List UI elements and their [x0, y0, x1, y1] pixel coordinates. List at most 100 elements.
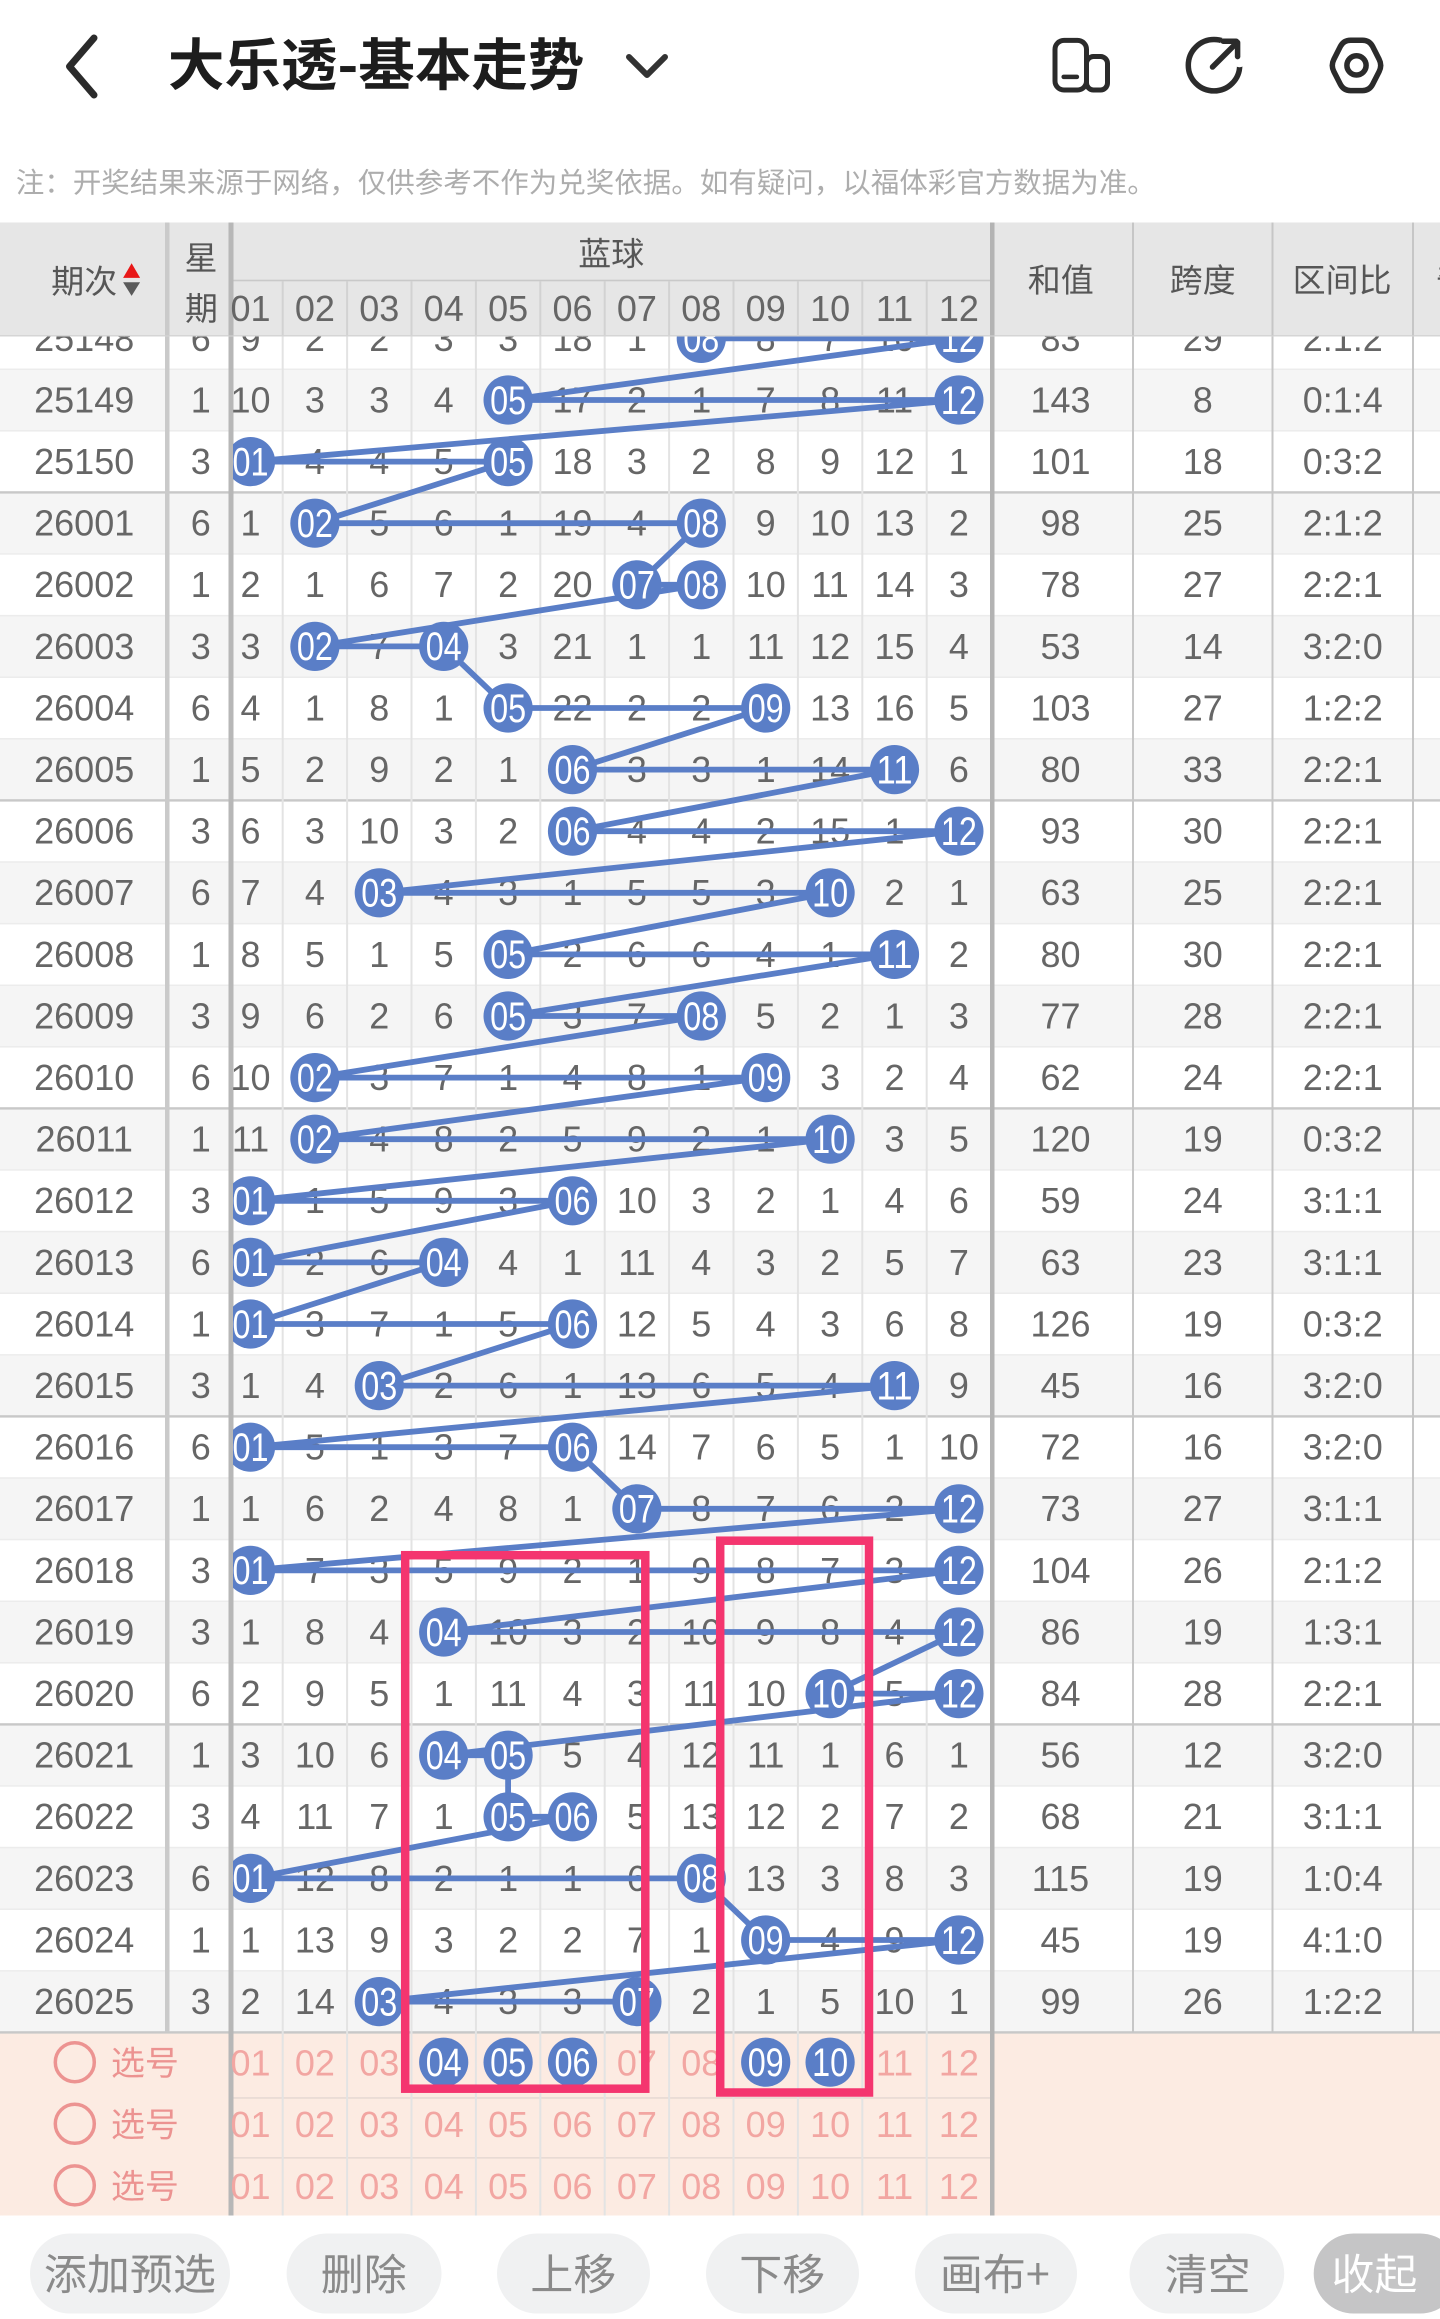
svg-text:120: 120 [1030, 1119, 1090, 1160]
svg-text:26014: 26014 [34, 1303, 134, 1344]
svg-text:26002: 26002 [34, 564, 134, 605]
svg-text:8: 8 [305, 1611, 325, 1652]
svg-text:25150: 25150 [34, 441, 134, 482]
svg-text:73: 73 [1040, 1488, 1080, 1529]
svg-text:3: 3 [949, 995, 969, 1036]
svg-text:3: 3 [820, 1303, 840, 1344]
svg-text:2: 2 [884, 872, 904, 913]
svg-text:9: 9 [820, 441, 840, 482]
svg-text:16: 16 [1183, 1365, 1223, 1406]
svg-text:6: 6 [191, 687, 211, 728]
svg-text:01: 01 [230, 2043, 270, 2084]
svg-text:1:2:2: 1:2:2 [1303, 1981, 1383, 2022]
svg-text:12: 12 [941, 1919, 977, 1963]
svg-text:2: 2 [820, 995, 840, 1036]
svg-text:06: 06 [555, 1796, 591, 1840]
svg-text:126: 126 [1030, 1303, 1090, 1344]
svg-text:03: 03 [361, 1364, 397, 1408]
svg-text:1: 1 [434, 687, 454, 728]
svg-text:143: 143 [1030, 379, 1090, 420]
svg-text:13: 13 [874, 503, 914, 544]
svg-text:04: 04 [426, 1241, 462, 1285]
svg-text:27: 27 [1183, 1488, 1223, 1529]
svg-text:103: 103 [1030, 687, 1090, 728]
svg-text:6: 6 [756, 1427, 776, 1468]
svg-text:2: 2 [691, 441, 711, 482]
svg-text:1:0:4: 1:0:4 [1303, 1858, 1383, 1899]
svg-text:8: 8 [756, 441, 776, 482]
svg-text:12: 12 [941, 1488, 977, 1532]
svg-text:10: 10 [230, 379, 270, 420]
svg-text:10: 10 [812, 872, 848, 916]
svg-text:104: 104 [1030, 1550, 1090, 1591]
svg-text:10: 10 [874, 1981, 914, 2022]
svg-text:5: 5 [820, 1427, 840, 1468]
svg-text:19: 19 [1183, 1919, 1223, 1960]
svg-text:2: 2 [820, 1242, 840, 1283]
svg-text:01: 01 [230, 2104, 270, 2145]
svg-text:03: 03 [361, 872, 397, 916]
svg-text:1:2:2: 1:2:2 [1303, 687, 1383, 728]
svg-text:2: 2 [691, 1981, 711, 2022]
svg-text:1: 1 [240, 503, 260, 544]
svg-text:08: 08 [681, 2043, 721, 2084]
svg-text:3: 3 [191, 1981, 211, 2022]
svg-text:11: 11 [296, 1796, 333, 1837]
svg-text:2: 2 [369, 995, 389, 1036]
svg-text:10: 10 [810, 288, 850, 329]
svg-text:2:2:1: 2:2:1 [1303, 934, 1383, 975]
svg-text:11: 11 [876, 2043, 913, 2084]
svg-text:2: 2 [756, 1180, 776, 1221]
svg-text:4: 4 [498, 1242, 518, 1283]
svg-text:7: 7 [434, 564, 454, 605]
svg-text:01: 01 [233, 1426, 269, 1470]
svg-text:05: 05 [490, 687, 526, 731]
svg-text:16: 16 [874, 687, 914, 728]
svg-text:3: 3 [820, 1057, 840, 1098]
svg-text:13: 13 [810, 687, 850, 728]
svg-text:01: 01 [233, 440, 269, 484]
svg-text:5: 5 [305, 934, 325, 975]
svg-text:33: 33 [1183, 749, 1223, 790]
svg-text:09: 09 [748, 1919, 784, 1963]
svg-text:86: 86 [1040, 1611, 1080, 1652]
svg-text:10: 10 [746, 564, 786, 605]
svg-text:12: 12 [681, 1735, 721, 1776]
svg-text:1: 1 [191, 749, 211, 790]
svg-text:02: 02 [297, 1056, 333, 1100]
svg-text:3: 3 [191, 1365, 211, 1406]
svg-text:0:1:4: 0:1:4 [1303, 379, 1383, 420]
svg-text:03: 03 [359, 288, 399, 329]
svg-text:93: 93 [1040, 811, 1080, 852]
svg-text:4: 4 [434, 379, 454, 420]
svg-text:8: 8 [498, 1488, 518, 1529]
svg-text:11: 11 [876, 2104, 913, 2145]
svg-text:12: 12 [746, 1796, 786, 1837]
svg-text:2:2:1: 2:2:1 [1303, 564, 1383, 605]
svg-text:3: 3 [191, 441, 211, 482]
svg-text:05: 05 [488, 288, 528, 329]
svg-text:2: 2 [240, 1673, 260, 1714]
svg-text:09: 09 [746, 288, 786, 329]
svg-text:7: 7 [949, 1242, 969, 1283]
svg-text:5: 5 [434, 934, 454, 975]
svg-text:2:2:1: 2:2:1 [1303, 749, 1383, 790]
svg-text:2:1:2: 2:1:2 [1303, 1550, 1383, 1591]
svg-text:11: 11 [747, 626, 784, 667]
svg-text:9: 9 [949, 1365, 969, 1406]
svg-text:1: 1 [820, 1180, 840, 1221]
svg-text:09: 09 [746, 2166, 786, 2207]
svg-text:04: 04 [424, 288, 464, 329]
svg-text:01: 01 [233, 1180, 269, 1224]
svg-text:1: 1 [305, 687, 325, 728]
svg-text:1: 1 [240, 1365, 260, 1406]
svg-text:10: 10 [810, 2166, 850, 2207]
svg-text:11: 11 [876, 2166, 913, 2207]
svg-text:08: 08 [683, 564, 719, 608]
svg-text:2: 2 [305, 749, 325, 790]
svg-text:26019: 26019 [34, 1611, 134, 1652]
svg-text:13: 13 [681, 1796, 721, 1837]
svg-text:26003: 26003 [34, 626, 134, 667]
svg-text:6: 6 [305, 1488, 325, 1529]
svg-text:2:2:1: 2:2:1 [1303, 811, 1383, 852]
